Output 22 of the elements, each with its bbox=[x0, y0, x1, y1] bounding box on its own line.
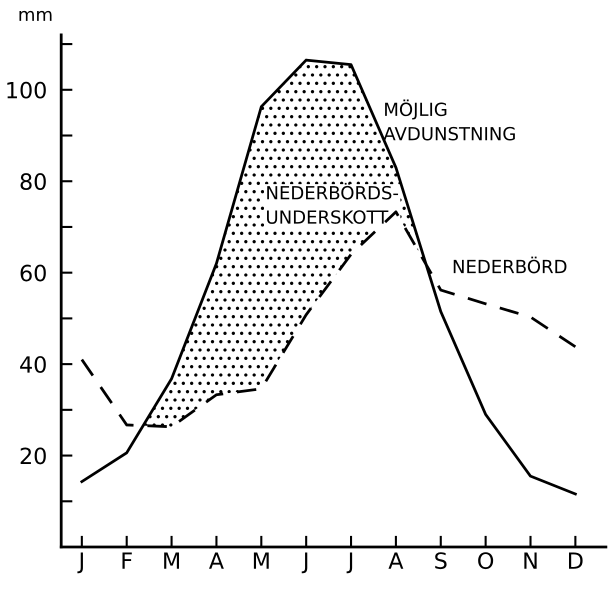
y-axis-title: mm bbox=[19, 10, 52, 21]
x-tick-label: J bbox=[77, 552, 83, 574]
series-label: MÖJLIG AVDUNSTNING bbox=[383, 99, 515, 140]
x-tick-label: J bbox=[346, 552, 352, 574]
line-series bbox=[80, 58, 577, 496]
x-tick-label: A bbox=[388, 552, 404, 569]
x-tick-label: F bbox=[122, 552, 132, 569]
x-tick-label: S bbox=[435, 552, 447, 570]
x-tick-label: M bbox=[254, 552, 269, 569]
x-tick-label: D bbox=[568, 552, 583, 569]
y-tick-label: 20 bbox=[20, 448, 46, 464]
y-tick-label: 40 bbox=[20, 356, 46, 373]
series-label: NEDERBÖRD bbox=[454, 256, 566, 274]
y-tick-label: 100 bbox=[7, 82, 46, 99]
x-tick-label: A bbox=[209, 552, 224, 569]
x-tick-label: M bbox=[164, 552, 179, 569]
x-tick-label: N bbox=[524, 552, 537, 569]
x-tick-label: O bbox=[478, 552, 494, 570]
y-tick-label: 80 bbox=[20, 173, 46, 190]
annotation: NEDERBÖRDS- UNDERSKOTT bbox=[267, 182, 398, 224]
x-tick-label: J bbox=[302, 552, 308, 574]
y-tick-label: 60 bbox=[20, 264, 46, 282]
